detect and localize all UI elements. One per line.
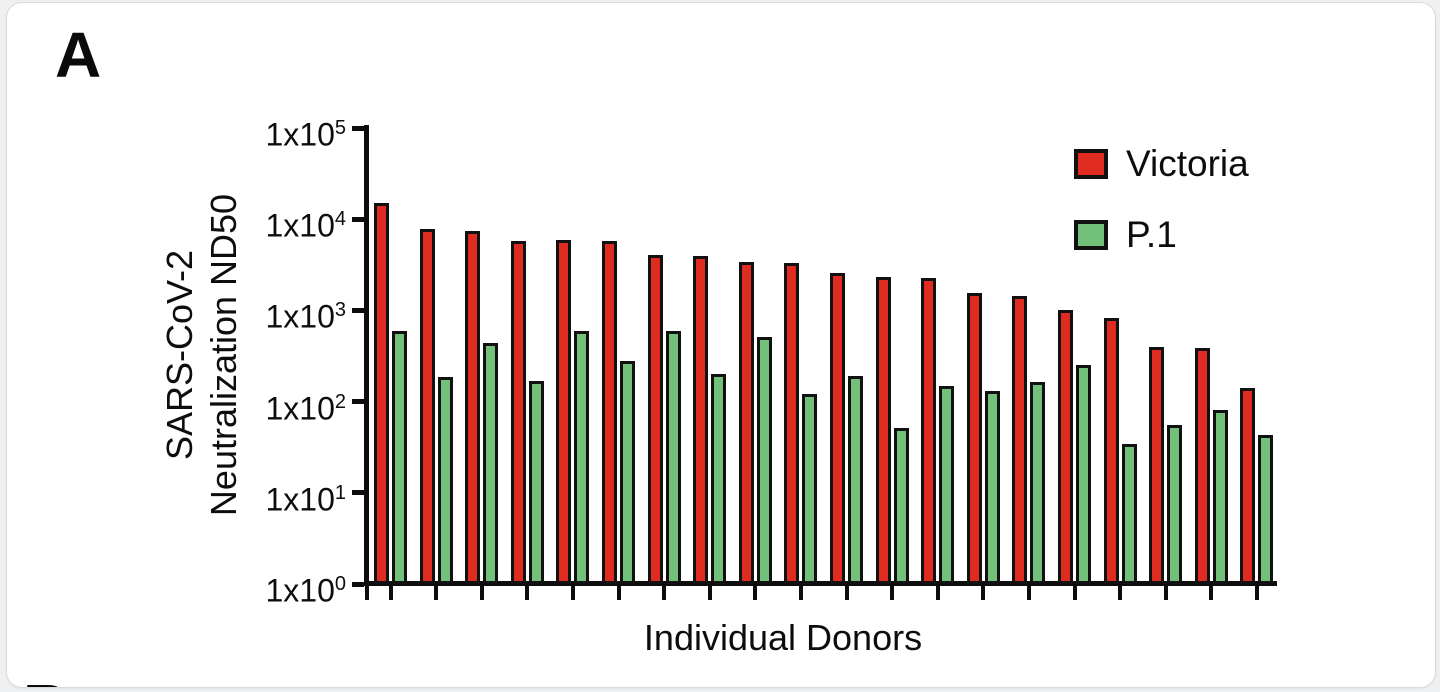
y-tick-label-10e1: 1x101 <box>265 481 346 518</box>
x-tick-donor-18 <box>1163 586 1168 600</box>
legend-swatch-p1 <box>1074 219 1108 250</box>
bar-p1-donor-6 <box>620 360 635 584</box>
panel-label-a: A <box>55 19 102 91</box>
bar-p1-donor-14 <box>984 391 1000 584</box>
bar-p1-donor-5 <box>574 331 590 584</box>
y-tick-10e5 <box>352 125 364 131</box>
bar-p1-donor-4 <box>528 380 544 584</box>
bar-p1-donor-12 <box>893 427 909 584</box>
bar-p1-donor-20 <box>1258 435 1274 584</box>
bar-p1-donor-7 <box>665 331 681 584</box>
x-tick-donor-17 <box>1118 586 1123 600</box>
bar-p1-donor-16 <box>1076 365 1091 584</box>
x-tick-donor-10 <box>798 586 803 600</box>
y-tick-10e0 <box>352 581 364 587</box>
bar-p1-donor-15 <box>1030 381 1046 584</box>
x-axis-line <box>364 581 1277 586</box>
bar-p1-donor-1 <box>392 330 407 584</box>
bar-p1-donor-3 <box>483 342 499 584</box>
legend-label-p1: P.1 <box>1126 214 1177 255</box>
y-tick-label-10e0: 1x100 <box>265 572 346 609</box>
legend-label-victoria: Victoria <box>1126 143 1249 184</box>
x-tick-donor-8 <box>707 586 712 600</box>
bar-victoria-donor-15 <box>1012 295 1028 584</box>
bar-victoria-donor-7 <box>647 255 663 584</box>
bar-victoria-donor-12 <box>875 277 891 584</box>
bar-victoria-donor-10 <box>784 263 800 584</box>
legend-swatch-victoria <box>1074 148 1108 179</box>
bar-victoria-donor-2 <box>419 228 435 584</box>
x-tick-donor-20 <box>1254 586 1259 600</box>
bar-p1-donor-2 <box>437 377 453 584</box>
y-tick-10e1 <box>352 490 364 496</box>
x-tick-donor-15 <box>1026 586 1031 600</box>
bar-victoria-donor-5 <box>556 240 572 584</box>
x-tick-donor-19 <box>1209 586 1214 600</box>
x-tick-donor-2 <box>434 586 439 600</box>
legend: Victoria P.1 <box>1074 145 1249 253</box>
bar-victoria-donor-17 <box>1103 317 1119 584</box>
y-tick-label-10e5: 1x105 <box>265 116 346 153</box>
bar-victoria-donor-3 <box>465 231 481 584</box>
x-tick-donor-1 <box>388 586 393 600</box>
x-tick-donor-13 <box>935 586 940 600</box>
bar-p1-donor-9 <box>756 337 772 584</box>
bar-p1-donor-17 <box>1121 444 1137 584</box>
x-tick-donor-6 <box>616 586 621 600</box>
bar-victoria-donor-8 <box>693 256 709 584</box>
legend-item-victoria: Victoria <box>1074 145 1249 182</box>
bar-victoria-donor-9 <box>738 261 754 584</box>
bar-chart: 1x105 1x104 1x103 1x102 1x101 1x100 SARS-CoV-… <box>7 3 1435 687</box>
y-axis-title-line2: Neutralization ND50 <box>203 193 244 517</box>
bar-victoria-donor-16 <box>1058 310 1073 584</box>
bar-p1-donor-13 <box>939 385 955 584</box>
x-axis-title: Individual Donors <box>643 617 923 658</box>
bar-victoria-donor-11 <box>830 272 845 584</box>
bar-p1-donor-10 <box>802 394 818 584</box>
x-tick-donor-14 <box>981 586 986 600</box>
y-tick-label-10e4: 1x104 <box>265 207 346 244</box>
bar-p1-donor-19 <box>1212 410 1228 584</box>
bar-p1-donor-11 <box>848 376 863 584</box>
legend-item-p1: P.1 <box>1074 216 1249 253</box>
y-tick-label-10e3: 1x103 <box>265 299 346 336</box>
bar-victoria-donor-4 <box>510 240 526 584</box>
bar-p1-donor-8 <box>711 374 727 584</box>
x-tick-donor-16 <box>1072 586 1077 600</box>
x-tick-donor-5 <box>570 586 575 600</box>
x-tick-donor-7 <box>662 586 667 600</box>
bar-victoria-donor-19 <box>1194 348 1210 584</box>
x-tick-donor-3 <box>479 586 484 600</box>
x-tick-donor-4 <box>525 586 530 600</box>
x-tick-donor-9 <box>753 586 758 600</box>
bar-victoria-donor-1 <box>374 203 389 584</box>
bar-victoria-donor-14 <box>966 293 982 584</box>
x-tick-donor-12 <box>890 586 895 600</box>
y-tick-10e2 <box>352 399 364 405</box>
bar-victoria-donor-20 <box>1240 388 1256 584</box>
y-axis-line <box>364 125 369 586</box>
bar-victoria-donor-18 <box>1149 346 1165 584</box>
y-tick-label-10e2: 1x102 <box>265 390 346 427</box>
bar-victoria-donor-13 <box>921 278 937 584</box>
y-axis-title: SARS-CoV-2 Neutralization ND50 <box>158 105 246 605</box>
bar-victoria-donor-6 <box>602 241 617 584</box>
y-tick-10e3 <box>352 307 364 313</box>
y-tick-10e4 <box>352 216 364 222</box>
y-axis-title-line1: SARS-CoV-2 <box>159 249 200 461</box>
panel-label-b-partial: B <box>23 675 69 687</box>
x-tick-donor-11 <box>844 586 849 600</box>
x-tick-origin <box>364 586 369 600</box>
bar-p1-donor-18 <box>1167 425 1183 584</box>
figure-card: A 1x105 1x104 1x103 1x102 1x101 1x100 SARS-Co… <box>6 2 1436 688</box>
